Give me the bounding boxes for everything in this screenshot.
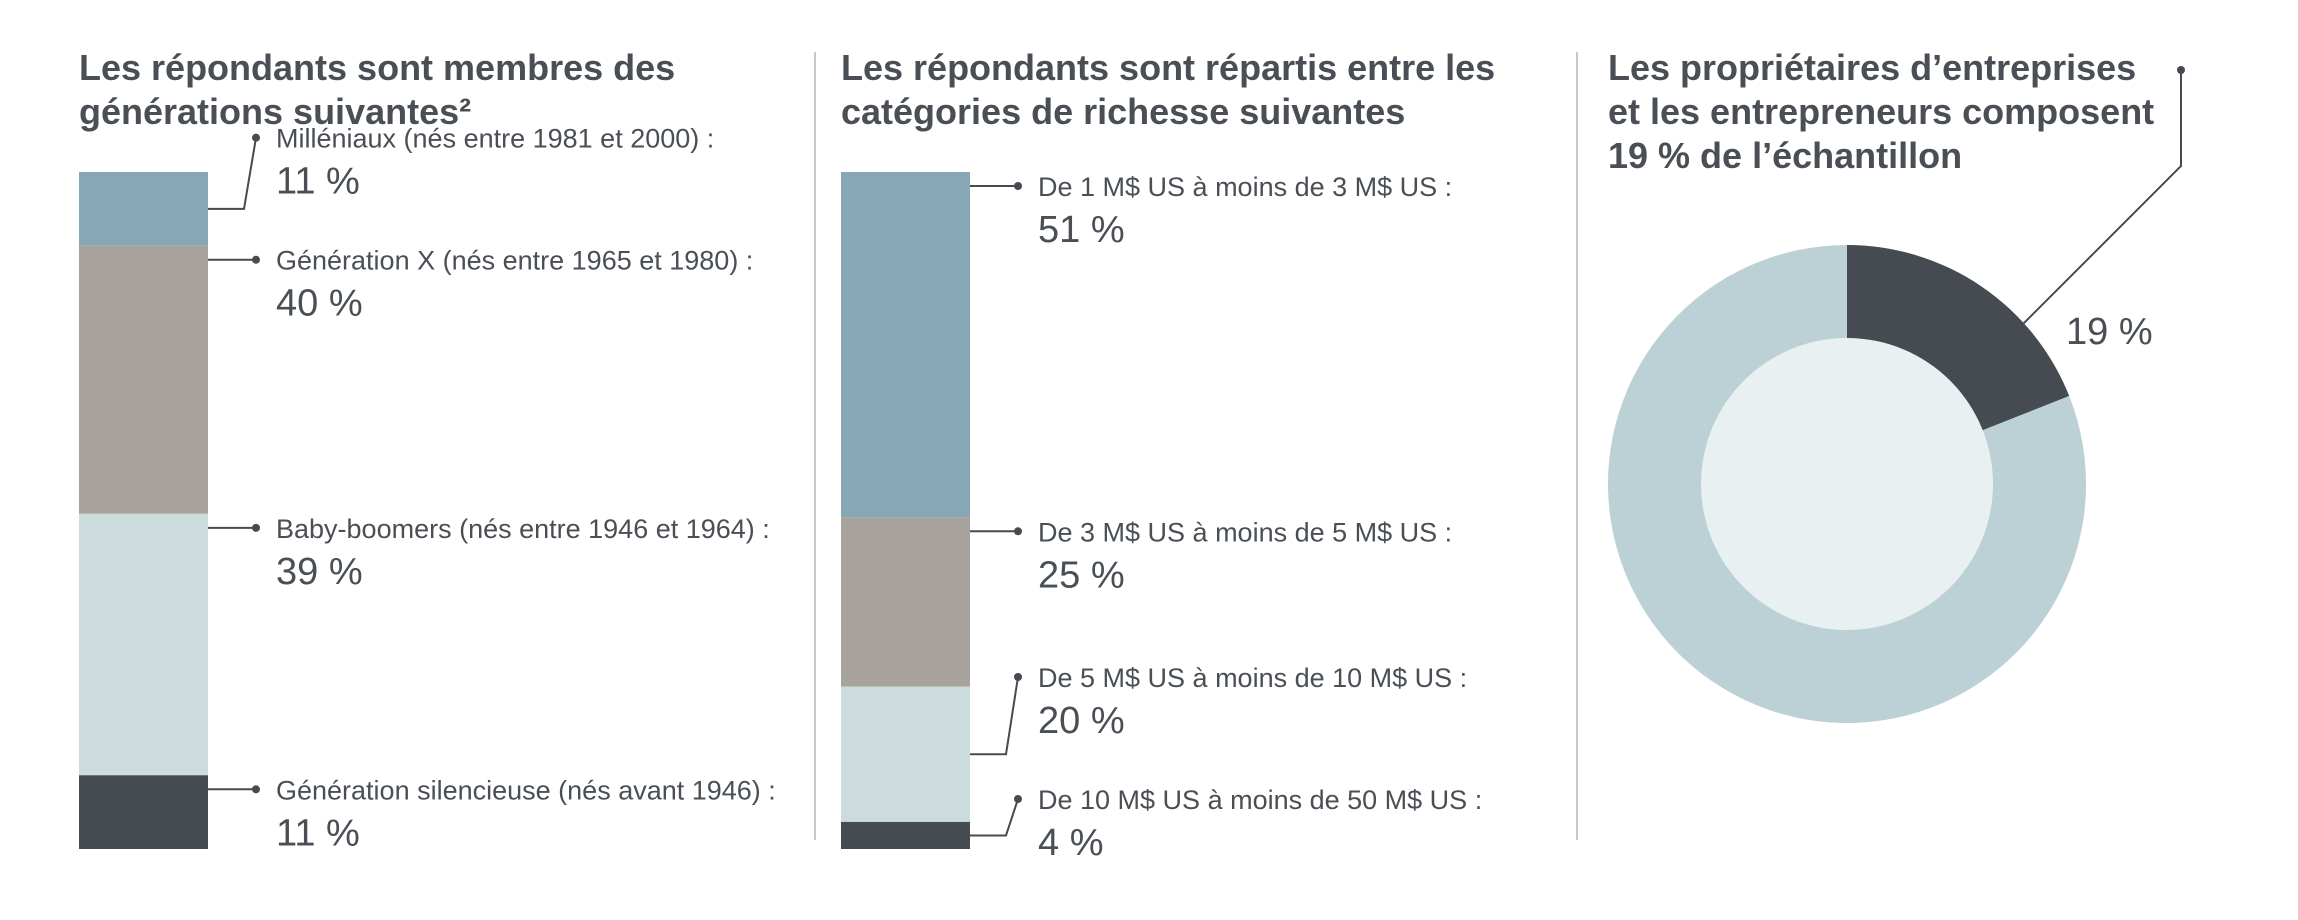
donut-hole [1701, 338, 1993, 630]
leader-dot [2177, 66, 2185, 74]
bar-segment [79, 172, 208, 246]
leader-dot [1014, 795, 1022, 803]
value-label: 40 % [276, 283, 363, 325]
value-label: 4 % [1038, 822, 1103, 864]
category-label: Baby-boomers (nés entre 1946 et 1964) : [276, 514, 770, 544]
leader-dot [252, 523, 260, 532]
leader-dot [252, 785, 260, 794]
bar-segment [79, 245, 208, 514]
value-label: 19 % [2066, 311, 2153, 353]
category-label: Génération X (nés entre 1965 et 1980) : [276, 246, 753, 276]
leader-line [208, 137, 257, 210]
value-label: 51 % [1038, 209, 1125, 251]
category-label: De 5 M$ US à moins de 10 M$ US : [1038, 663, 1467, 693]
category-label: De 3 M$ US à moins de 5 M$ US : [1038, 517, 1452, 547]
chart-title: Les répondants sont répartis entre les c… [841, 47, 1496, 132]
leader-line [2022, 70, 2182, 325]
leader-dot [1014, 182, 1022, 190]
bar-segment [841, 172, 970, 518]
leader-dot [252, 133, 260, 142]
leader-dot [252, 255, 260, 264]
category-label: Milléniaux (nés entre 1981 et 2000) : [276, 124, 714, 154]
chart-title: Les propriétaires d’entreprises et les e… [1608, 47, 2155, 176]
category-label: De 1 M$ US à moins de 3 M$ US : [1038, 172, 1452, 202]
leader-dot [1014, 673, 1022, 681]
value-label: 11 % [276, 161, 360, 203]
category-label: Génération silencieuse (nés avant 1946) … [276, 775, 776, 805]
bar-segment [79, 775, 208, 849]
category-label: De 10 M$ US à moins de 50 M$ US : [1038, 785, 1482, 815]
chart-title: Les répondants sont membres des générati… [79, 47, 676, 132]
value-label: 11 % [276, 812, 360, 854]
leader-line [970, 676, 1019, 756]
leader-dot [1014, 527, 1022, 536]
leader-line [970, 798, 1019, 837]
value-label: 39 % [276, 551, 363, 593]
value-label: 20 % [1038, 700, 1125, 742]
bar-segment [79, 513, 208, 776]
bar-segment [841, 686, 970, 822]
bar-segment [841, 821, 970, 849]
bar-segment [841, 517, 970, 687]
value-label: 25 % [1038, 554, 1125, 596]
